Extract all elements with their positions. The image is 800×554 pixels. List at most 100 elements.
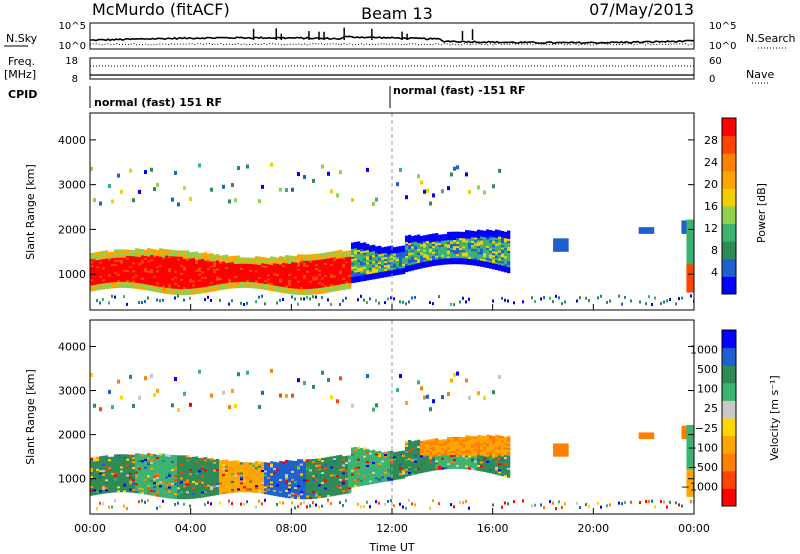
- power-cell: [189, 284, 193, 287]
- velocity-cell: [273, 487, 277, 490]
- velocity-cell: [138, 479, 142, 482]
- velocity-cell: [165, 481, 169, 485]
- power-cell: [204, 266, 208, 269]
- power-cell: [393, 273, 397, 276]
- power-cell: [471, 246, 475, 250]
- power-cell: [288, 269, 292, 272]
- velocity-cell: [282, 493, 286, 496]
- power-cell: [210, 253, 214, 256]
- power-cell: [459, 231, 463, 235]
- velocity-cell: [168, 496, 172, 499]
- power-cell: [639, 300, 641, 304]
- power-cell: [261, 271, 265, 274]
- power-cell: [453, 241, 457, 245]
- velocity-cell: [375, 459, 379, 462]
- power-cell: [216, 262, 220, 265]
- power-cell: [432, 249, 436, 252]
- velocity-cell: [357, 480, 361, 483]
- power-cell: [219, 271, 223, 275]
- velocity-cell: [333, 481, 337, 484]
- power-cell: [471, 230, 475, 234]
- velocity-cell: [135, 481, 139, 484]
- power-cell: [309, 254, 313, 257]
- velocity-cell: [339, 482, 343, 485]
- velocity-cell: [327, 456, 331, 460]
- velocity-cell: [324, 461, 328, 464]
- power-cell: [351, 272, 355, 276]
- power-cell: [561, 302, 563, 306]
- velocity-cell: [384, 502, 386, 506]
- velocity-cell: [105, 475, 109, 478]
- power-cell: [354, 260, 358, 263]
- power-cell: [396, 272, 400, 276]
- power-cell: [351, 248, 355, 251]
- velocity-cell: [354, 472, 358, 476]
- velocity-cell: [117, 470, 121, 473]
- velocity-cell: [360, 461, 364, 465]
- power-cell: [213, 278, 217, 282]
- power-cell: [99, 259, 103, 262]
- velocity-cell: [285, 465, 289, 469]
- velocity-cell: [201, 493, 205, 496]
- power-cell: [288, 259, 292, 262]
- velocity-cell: [372, 467, 376, 470]
- velocity-cell: [210, 393, 213, 398]
- velocity-cell: [255, 462, 259, 466]
- velocity-cell: [357, 474, 361, 477]
- velocity-cell: [138, 459, 142, 462]
- velocity-cell: [90, 469, 94, 472]
- power-cell: [162, 279, 166, 282]
- power-cell: [411, 240, 415, 243]
- velocity-cell: [348, 481, 352, 484]
- power-cell: [387, 268, 391, 271]
- velocity-cell: [291, 462, 295, 465]
- power-cell: [498, 262, 502, 265]
- power-cell: [462, 241, 466, 245]
- velocity-cell: [183, 459, 187, 462]
- velocity-cell: [261, 487, 265, 490]
- velocity-cell: [174, 455, 178, 458]
- velocity-cell: [99, 462, 103, 465]
- power-cell: [540, 297, 542, 301]
- power-cell: [411, 242, 415, 245]
- power-cell: [312, 280, 316, 283]
- velocity-cell: [291, 490, 295, 493]
- power-cell: [228, 199, 231, 204]
- power-cell: [489, 236, 493, 239]
- power-cell: [438, 238, 442, 242]
- velocity-cell: [300, 485, 304, 488]
- velocity-cell: [192, 476, 196, 479]
- power-cell: [312, 278, 316, 281]
- velocity-cell: [210, 462, 214, 465]
- velocity-cell: [324, 485, 328, 488]
- power-cell: [123, 249, 127, 252]
- velocity-cell: [156, 460, 160, 463]
- power-cell: [243, 257, 247, 260]
- velocity-cell: [375, 457, 379, 460]
- power-cell: [306, 284, 310, 287]
- power-cell: [450, 251, 454, 255]
- velocity-cell: [216, 462, 220, 466]
- power-cell: [189, 282, 193, 285]
- power-cell: [114, 281, 118, 285]
- power-cell: [315, 279, 319, 283]
- power-cell: [342, 273, 346, 276]
- velocity-cell: [186, 479, 190, 482]
- power-cell: [165, 267, 169, 270]
- power-cell: [270, 274, 274, 277]
- power-cell: [126, 283, 130, 287]
- power-cell: [423, 247, 427, 250]
- velocity-cell: [312, 494, 316, 497]
- power-cell: [258, 264, 262, 267]
- velocity-cell: [120, 487, 124, 491]
- power-cell: [207, 277, 211, 281]
- power-cell: [363, 244, 367, 247]
- velocity-cell: [399, 462, 403, 466]
- power-cell: [162, 298, 164, 302]
- velocity-cell: [132, 403, 135, 408]
- power-cell: [468, 234, 472, 237]
- power-cell: [150, 167, 153, 172]
- power-cell: [144, 271, 148, 275]
- power-cell: [495, 267, 499, 271]
- power-cell: [153, 263, 157, 266]
